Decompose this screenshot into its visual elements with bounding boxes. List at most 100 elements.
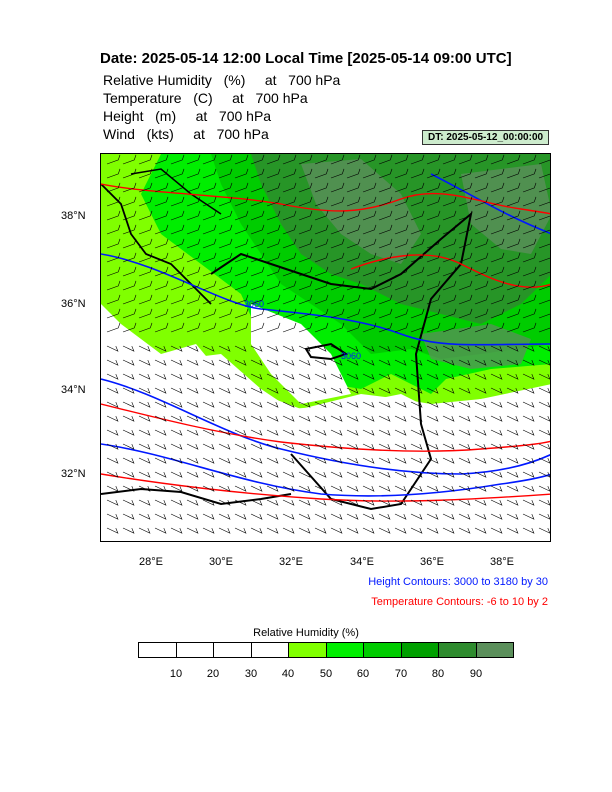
wind-barb [410,322,425,333]
wind-barb [410,280,425,291]
wind-barb [314,513,327,520]
wind-barb [266,168,281,179]
wind-barb [458,527,471,534]
height-contour [101,253,550,346]
wind-barb [170,252,185,263]
wind-barb [426,345,439,352]
wind-barb [266,471,279,478]
wind-barb [346,499,359,506]
wind-barb [154,359,167,366]
wind-barb [282,513,295,520]
wind-barb [250,345,263,352]
wind-barb [282,294,297,305]
wind-barb [346,359,359,366]
wind-barb [202,182,217,193]
wind-barb [538,285,550,291]
wind-barb [234,527,247,534]
wind-barb [490,513,503,520]
wind-barb [266,527,279,534]
wind-barb [378,499,391,506]
wind-barb [202,294,217,305]
wind-barb [202,196,217,207]
wind-barb [410,499,423,506]
wind-barb [378,345,391,352]
wind-barb [346,401,359,408]
wind-barb [266,373,279,380]
wind-barb [426,429,439,436]
wind-barb [490,429,503,436]
wind-barb [474,471,487,478]
wind-barb [330,513,343,520]
wind-barb [266,415,279,422]
wind-barb [410,513,423,520]
wind-barb [506,308,521,319]
wind-barb [410,401,423,408]
wind-barb [218,457,231,464]
wind-barb [442,373,455,380]
contour-label: 3060 [341,351,361,361]
wind-barb [506,513,519,520]
wind-barb [346,485,359,492]
colorbar-cell [364,643,402,657]
wind-barbs [106,154,550,534]
wind-barb [362,168,377,179]
wind-barb [250,359,263,366]
wind-barb [186,294,201,305]
wind-barb [490,485,503,492]
wind-barb [426,387,439,394]
wind-barb [490,182,505,193]
wind-barb [170,322,185,333]
wind-barb [506,429,519,436]
wind-barb [106,373,119,380]
colorbar-tick: 10 [169,668,183,680]
wind-barb [154,373,167,380]
wind-barb [298,429,311,436]
wind-barb [506,252,521,263]
colorbar-cell [251,643,289,657]
colorbar-tick: 60 [356,668,370,680]
wind-barb [426,294,441,305]
wind-barb [538,457,550,464]
wind-barb [170,471,183,478]
wind-barb [426,485,439,492]
wind-barb [490,415,503,422]
wind-barb [154,266,169,277]
wind-barb [522,527,535,534]
wind-barb [538,243,550,249]
wind-barb [250,238,265,249]
wind-barb [362,387,375,394]
wind-barb [218,308,233,319]
wind-barb [234,429,247,436]
wind-barb [522,457,535,464]
wind-barb [170,294,185,305]
wind-barb [218,387,231,394]
lat-label: 38°N [61,210,86,222]
wind-barb [362,182,377,193]
coastline [210,211,473,511]
field-rh-label: Relative Humidity (%) at 700 hPa [103,72,341,88]
wind-barb [170,238,185,249]
wind-barb [298,345,311,352]
wind-barb [202,266,217,277]
wind-barb [458,308,473,319]
colorbar-tick: 20 [206,668,220,680]
wind-barb [266,387,279,394]
wind-barb [218,373,231,380]
wind-barb [490,154,505,165]
wind-barb [394,415,407,422]
wind-barb [522,359,535,366]
wind-barb [234,513,247,520]
wind-barb [346,513,359,520]
wind-barb [170,210,185,221]
wind-barb [538,513,550,520]
wind-barb [490,210,505,221]
wind-barb [442,471,455,478]
wind-barb [410,168,425,179]
wind-barb [394,443,407,450]
wind-barb [506,224,521,235]
wind-barb [106,401,119,408]
wind-barb [538,187,550,193]
wind-barb [218,280,233,291]
wind-barb [378,401,391,408]
wind-barb [410,238,425,249]
